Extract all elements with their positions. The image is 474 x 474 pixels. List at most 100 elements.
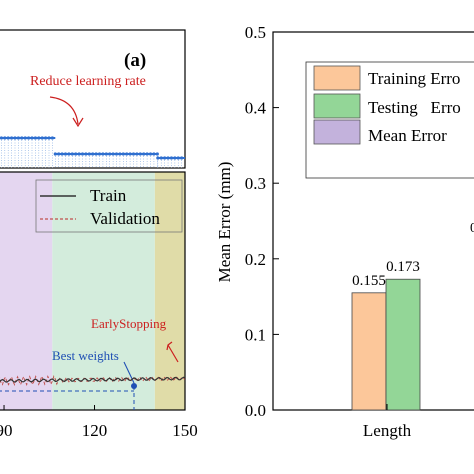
legend-testing-swatch (313, 93, 361, 119)
phase-band-1 (52, 172, 155, 410)
lr-point (33, 136, 38, 140)
lr-point (128, 152, 132, 156)
lr-point (176, 156, 180, 160)
legend-validation-label: Validation (90, 209, 160, 228)
lr-point (145, 152, 149, 156)
y-tick-b-label: 0.3 (245, 174, 266, 193)
lr-point (121, 152, 125, 156)
lr-point (77, 152, 81, 156)
y-tick-b-label: 0.2 (245, 250, 266, 269)
loss-series (0, 375, 186, 386)
y-tick-b-label: 0.0 (245, 401, 266, 420)
lr-point (80, 152, 85, 156)
y-tick-b-label: 0.4 (245, 99, 267, 118)
panel-a: (a) Reduce learning rate Train Validatio… (0, 29, 198, 440)
early-stopping-arrow (167, 344, 179, 363)
lr-point (3, 136, 7, 140)
x-tick-a-label: 90 (0, 421, 13, 440)
lr-series (0, 136, 185, 168)
best-weights-marker (131, 383, 137, 389)
lr-point (57, 152, 61, 156)
lr-point (159, 156, 163, 160)
lr-point (70, 152, 74, 156)
x-ticks-a: 90 120 150 (0, 405, 198, 440)
bar-value-label: 0.173 (386, 259, 420, 275)
lr-point (152, 152, 156, 156)
lr-point (44, 136, 48, 140)
lr-point (125, 152, 129, 156)
lr-point (20, 136, 24, 140)
lr-point (108, 152, 112, 156)
best-weights-label: Best weights (52, 348, 119, 363)
lr-point (163, 156, 167, 160)
lr-subplot-frame (0, 29, 186, 169)
lr-point (30, 136, 34, 140)
y-tick-b-label: 0.5 (245, 23, 266, 42)
lr-point (16, 136, 20, 140)
legend-train-label: Train (90, 186, 127, 205)
phase-band-0 (0, 172, 53, 410)
early-stopping-arrow-head (166, 341, 173, 351)
bar-training (351, 292, 387, 411)
y-ticks-b: 0.0 0.1 0.2 0.3 0.4 0.5 (245, 23, 279, 420)
lr-point (27, 136, 31, 140)
lr-point (111, 152, 115, 156)
lr-point (131, 152, 136, 156)
lr-point (40, 136, 44, 140)
lr-point (6, 136, 10, 140)
lr-point (104, 152, 108, 156)
phase-backgrounds (0, 172, 185, 410)
x-tick-a-label: 120 (82, 421, 108, 440)
train-line (0, 376, 186, 383)
clipped-edge-text: 0 (470, 221, 474, 236)
y-tick-b-label: 0.1 (245, 325, 266, 344)
lr-point (0, 136, 3, 140)
lr-point (180, 156, 184, 160)
lr-arrow (49, 96, 79, 125)
legend-mean-swatch (313, 119, 361, 145)
lr-point (156, 156, 160, 160)
lr-point (118, 152, 122, 156)
y-axis-label: Mean Error (mm) (215, 162, 234, 283)
lr-point (13, 136, 17, 140)
early-stopping-label: EarlyStopping (91, 316, 167, 331)
lr-point (87, 152, 91, 156)
lr-point (91, 152, 95, 156)
bar-testing (385, 278, 421, 411)
lr-point (23, 136, 27, 140)
phase-band-2 (154, 172, 185, 410)
validation-line (0, 375, 186, 386)
lr-point (50, 136, 55, 140)
lr-point (97, 152, 102, 156)
bar-value-label: 0.155 (352, 273, 386, 289)
lr-point (60, 152, 64, 156)
lr-point (74, 152, 78, 156)
lr-point (67, 152, 71, 156)
lr-point (94, 152, 98, 156)
lr-arrow-head (72, 117, 84, 128)
lr-point (138, 152, 142, 156)
lr-point (166, 156, 170, 160)
lr-point (84, 152, 88, 156)
x-tick-a-label: 150 (172, 421, 198, 440)
panel-b: Mean Error (mm) 0.0 0.1 0.2 0.3 0.4 0.5 0.155… (215, 23, 474, 440)
lr-point (10, 136, 14, 140)
lr-point (169, 156, 174, 160)
lr-point (47, 136, 51, 140)
lr-point (37, 136, 41, 140)
lr-point (148, 152, 153, 156)
loss-subplot-frame (0, 171, 186, 411)
lr-point (114, 152, 119, 156)
lr-annotation: Reduce learning rate (30, 74, 146, 89)
legend-training-label: Training Erro (368, 69, 460, 88)
panel-a-label: (a) (124, 50, 146, 71)
legend-a-box (35, 179, 183, 233)
lr-point (63, 152, 68, 156)
legend-training-swatch (313, 65, 361, 91)
legend-mean-label: Mean Error (368, 126, 447, 145)
lr-point (101, 152, 105, 156)
x-tick-length: Length (363, 421, 412, 440)
lr-point (155, 152, 159, 156)
